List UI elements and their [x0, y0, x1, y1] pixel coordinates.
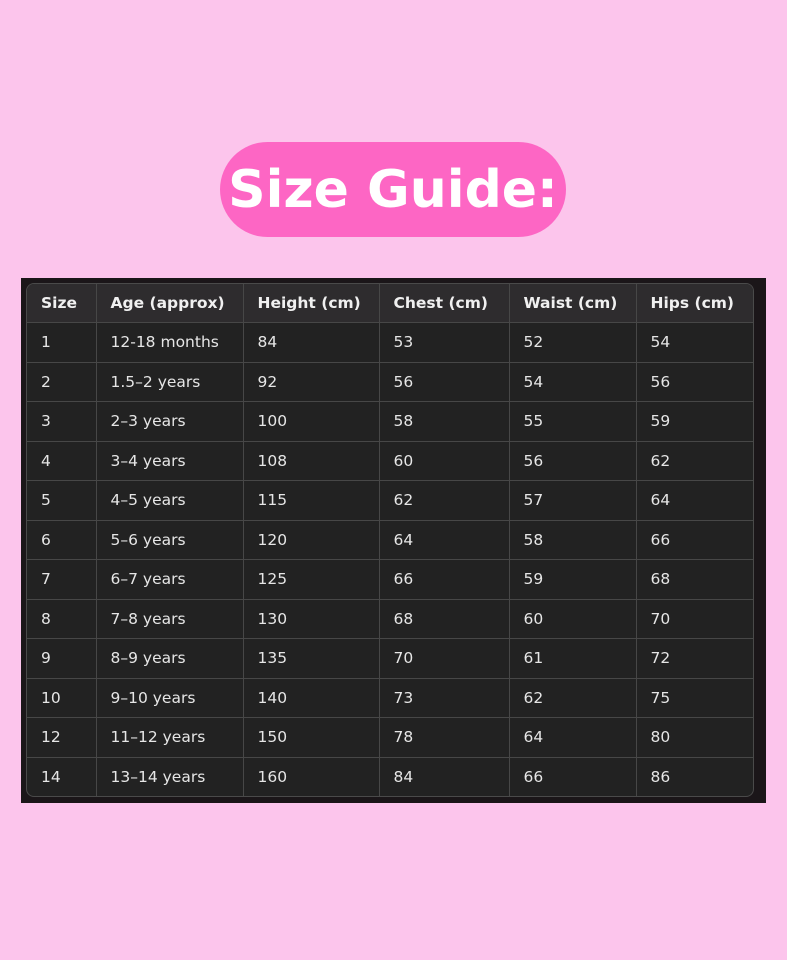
table-cell: 115 — [242, 480, 380, 521]
table-cell: 66 — [378, 559, 510, 600]
table-cell: 73 — [378, 677, 510, 718]
table-cell: 140 — [242, 677, 380, 718]
header-row: Size Age (approx) Height (cm) Chest (cm) Wai… — [27, 284, 753, 323]
table-cell: 54 — [635, 322, 753, 363]
table-cell: 55 — [508, 401, 637, 442]
table-cell: 59 — [508, 559, 637, 600]
table-cell: 4–5 years — [95, 480, 244, 521]
table-cell: 3–4 years — [95, 440, 244, 481]
table-cell: 64 — [635, 480, 753, 521]
table-cell: 68 — [635, 559, 753, 600]
table-cell: 58 — [508, 519, 637, 560]
table-cell: 8–9 years — [95, 638, 244, 679]
column-header: Hips (cm) — [635, 284, 753, 323]
table-row: 2 1.5–2 years 92 56 54 56 — [27, 361, 753, 402]
table-row: 6 5–6 years 120 64 58 66 — [27, 519, 753, 560]
table-cell: 2 — [27, 361, 97, 402]
table-cell: 58 — [378, 401, 510, 442]
table-cell: 10 — [27, 677, 97, 718]
table-cell: 64 — [378, 519, 510, 560]
table-cell: 84 — [378, 756, 510, 796]
size-table: Size Age (approx) Height (cm) Chest (cm) Wai… — [27, 284, 753, 796]
table-row: 1 12-18 months 84 53 52 54 — [27, 322, 753, 363]
table-cell: 64 — [508, 717, 637, 758]
table-cell: 68 — [378, 598, 510, 639]
column-header: Waist (cm) — [508, 284, 637, 323]
table-row: 4 3–4 years 108 60 56 62 — [27, 440, 753, 481]
table-cell: 6 — [27, 519, 97, 560]
table-cell: 5 — [27, 480, 97, 521]
table-cell: 60 — [378, 440, 510, 481]
table-cell: 62 — [378, 480, 510, 521]
table-row: 9 8–9 years 135 70 61 72 — [27, 638, 753, 679]
table-row: 7 6–7 years 125 66 59 68 — [27, 559, 753, 600]
table-cell: 160 — [242, 756, 380, 796]
table-cell: 100 — [242, 401, 380, 442]
table-cell: 108 — [242, 440, 380, 481]
table-cell: 84 — [242, 322, 380, 363]
column-header: Height (cm) — [242, 284, 380, 323]
table-cell: 70 — [635, 598, 753, 639]
table-cell: 53 — [378, 322, 510, 363]
table-cell: 14 — [27, 756, 97, 796]
table-cell: 4 — [27, 440, 97, 481]
table-cell: 120 — [242, 519, 380, 560]
table-cell: 8 — [27, 598, 97, 639]
table-cell: 59 — [635, 401, 753, 442]
table-cell: 52 — [508, 322, 637, 363]
table-cell: 56 — [508, 440, 637, 481]
table-cell: 130 — [242, 598, 380, 639]
table-cell: 12 — [27, 717, 97, 758]
table-cell: 13–14 years — [95, 756, 244, 796]
table-cell: 9–10 years — [95, 677, 244, 718]
table-cell: 66 — [508, 756, 637, 796]
table-cell: 70 — [378, 638, 510, 679]
table-cell: 12-18 months — [95, 322, 244, 363]
table-row: 10 9–10 years 140 73 62 75 — [27, 677, 753, 718]
table-cell: 11–12 years — [95, 717, 244, 758]
table-cell: 56 — [635, 361, 753, 402]
table-cell: 86 — [635, 756, 753, 796]
table-cell: 125 — [242, 559, 380, 600]
table-cell: 6–7 years — [95, 559, 244, 600]
table-cell: 150 — [242, 717, 380, 758]
table-cell: 57 — [508, 480, 637, 521]
column-header: Age (approx) — [95, 284, 244, 323]
table-cell: 135 — [242, 638, 380, 679]
table-cell: 1 — [27, 322, 97, 363]
table-cell: 56 — [378, 361, 510, 402]
table-row: 14 13–14 years 160 84 66 86 — [27, 756, 753, 796]
table-cell: 75 — [635, 677, 753, 718]
table-cell: 9 — [27, 638, 97, 679]
table-cell: 2–3 years — [95, 401, 244, 442]
page-title: Size Guide: — [228, 159, 558, 220]
table-cell: 80 — [635, 717, 753, 758]
size-table-panel: Size Age (approx) Height (cm) Chest (cm) Wai… — [21, 278, 766, 803]
column-header: Chest (cm) — [378, 284, 510, 323]
table-cell: 92 — [242, 361, 380, 402]
table-cell: 60 — [508, 598, 637, 639]
column-header: Size — [27, 284, 97, 323]
title-badge: Size Guide: — [220, 142, 566, 237]
table-cell: 7–8 years — [95, 598, 244, 639]
table-row: 12 11–12 years 150 78 64 80 — [27, 717, 753, 758]
table-cell: 3 — [27, 401, 97, 442]
size-table-container: Size Age (approx) Height (cm) Chest (cm) Wai… — [26, 283, 754, 797]
table-cell: 62 — [508, 677, 637, 718]
table-cell: 78 — [378, 717, 510, 758]
table-cell: 1.5–2 years — [95, 361, 244, 402]
table-cell: 5–6 years — [95, 519, 244, 560]
table-cell: 7 — [27, 559, 97, 600]
table-cell: 61 — [508, 638, 637, 679]
table-cell: 66 — [635, 519, 753, 560]
table-cell: 54 — [508, 361, 637, 402]
table-row: 8 7–8 years 130 68 60 70 — [27, 598, 753, 639]
table-cell: 62 — [635, 440, 753, 481]
table-cell: 72 — [635, 638, 753, 679]
table-row: 3 2–3 years 100 58 55 59 — [27, 401, 753, 442]
table-row: 5 4–5 years 115 62 57 64 — [27, 480, 753, 521]
